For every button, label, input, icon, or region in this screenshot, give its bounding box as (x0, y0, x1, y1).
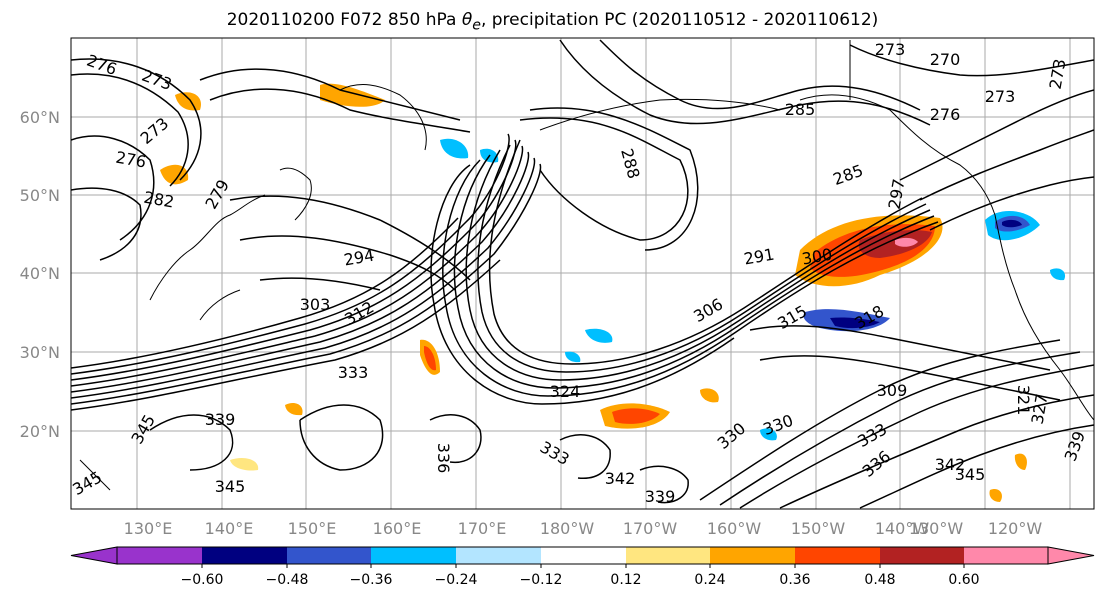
contour-label: 309 (877, 381, 908, 400)
colorbar-tick-label: 0.24 (694, 572, 725, 588)
coastlines (79, 40, 1094, 491)
contour-label: 345 (955, 465, 986, 484)
lon-label-130e: 130°E (124, 519, 173, 538)
contour-label: 270 (930, 50, 961, 69)
contour-label: 336 (434, 443, 453, 474)
lon-label-160w: 160°W (707, 519, 762, 538)
colorbar-tick-label: 0.48 (864, 572, 895, 588)
colorbar-tick-label: −0.36 (350, 572, 393, 588)
colorbar-segment (456, 547, 541, 564)
lat-label-50n: 50°N (20, 186, 60, 205)
contour-label: 339 (205, 410, 236, 429)
colorbar-tick-label: 0.12 (610, 572, 641, 588)
lon-label-140w: 140°W (875, 519, 930, 538)
contour-label: 321 (1014, 385, 1033, 416)
colorbar-tick-label: −0.48 (266, 572, 309, 588)
lon-label-160e: 160°E (373, 519, 422, 538)
lon-label-120w: 120°W (988, 519, 1043, 538)
colorbar-tick-label: −0.24 (435, 572, 478, 588)
colorbar-segment (795, 547, 880, 564)
contour-label: 303 (300, 295, 331, 314)
contour-label: 345 (215, 477, 246, 496)
map-border (70, 37, 1095, 510)
lon-label-130w: 130°W (909, 519, 964, 538)
lon-label-150w: 150°W (791, 519, 846, 538)
contour-label: 333 (338, 363, 369, 382)
contour-label: 273 (875, 40, 906, 59)
contour-label: 324 (550, 382, 581, 401)
contour-label: 273 (985, 87, 1016, 106)
colorbar-segment (117, 547, 202, 564)
lon-label-180w: 180°W (540, 519, 595, 538)
colorbar-segment (541, 547, 626, 564)
theta-e-contours (71, 39, 1094, 509)
graticule (71, 38, 1094, 509)
contour-label: 285 (785, 100, 816, 119)
colorbar-tick-label: −0.12 (520, 572, 563, 588)
colorbar-border (116, 546, 1049, 565)
lat-label-30n: 30°N (20, 343, 60, 362)
lon-label-150e: 150°E (288, 519, 337, 538)
contour-label: 342 (605, 469, 636, 488)
colorbar-tick-label: 0.36 (779, 572, 810, 588)
colorbar-segment (880, 547, 964, 564)
colorbar-tick-label: 0.60 (948, 572, 979, 588)
map-title: 2020110200 F072 850 hPa θe, precipitatio… (226, 10, 879, 34)
colorbar-segment (287, 547, 371, 564)
contour-label: 342 (935, 455, 966, 474)
colorbar-segment (710, 547, 795, 564)
colorbar-extend-low (70, 546, 118, 565)
lat-label-60n: 60°N (20, 108, 60, 127)
lon-label-170e: 170°E (458, 519, 507, 538)
lon-label-170w: 170°W (623, 519, 678, 538)
colorbar-segment (202, 547, 287, 564)
colorbar-extend-high (1047, 546, 1095, 565)
colorbar: −0.60 −0.48 −0.36 −0.24 −0.12 0.12 0.24 0.36 0.4… (70, 546, 1095, 588)
lat-label-20n: 20°N (20, 422, 60, 441)
contour-label: 339 (645, 487, 676, 506)
colorbar-segment (964, 547, 1048, 564)
colorbar-tick-label: −0.60 (181, 572, 224, 588)
lon-label-140e: 140°E (205, 519, 254, 538)
colorbar-segment (626, 547, 710, 564)
contour-label: 276 (930, 105, 961, 124)
lat-label-40n: 40°N (20, 264, 60, 283)
colorbar-segment (371, 547, 456, 564)
